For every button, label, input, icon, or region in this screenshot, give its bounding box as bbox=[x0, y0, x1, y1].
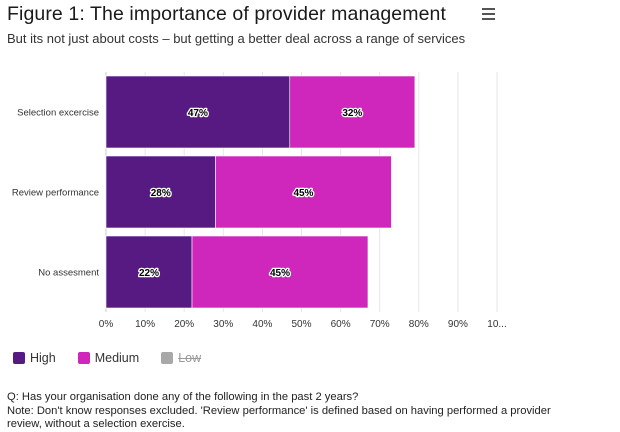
x-tick-label: 20% bbox=[174, 319, 194, 330]
bar-chart: 0% 10% 20% 30% 40% 50% 60% 70% 80% 90% 10... Select… bbox=[12, 72, 507, 330]
data-label: 22% bbox=[139, 268, 159, 279]
category-label: Review performance bbox=[12, 188, 99, 199]
legend-swatch bbox=[77, 352, 90, 364]
x-tick-label: 50% bbox=[291, 319, 311, 330]
chart-title: Figure 1: The importance of provider man… bbox=[7, 3, 446, 25]
bar-segment bbox=[289, 75, 416, 149]
x-tick-label: 10% bbox=[135, 319, 155, 330]
chart-legend: High Medium Low bbox=[13, 350, 223, 366]
category-label: No assesment bbox=[38, 268, 99, 279]
legend-label: Low bbox=[178, 351, 202, 365]
legend-label: High bbox=[30, 351, 56, 365]
legend-swatch bbox=[161, 352, 174, 364]
hamburger-menu-icon[interactable] bbox=[482, 8, 497, 20]
data-label: 45% bbox=[293, 188, 313, 199]
footnote: Q: Has your organisation done any of the… bbox=[7, 391, 567, 432]
x-tick-label: 90% bbox=[448, 319, 468, 330]
chart-subtitle: But its not just about costs – but getti… bbox=[7, 31, 466, 46]
legend-swatch bbox=[13, 352, 25, 364]
x-tick-label: 30% bbox=[213, 319, 233, 330]
bar-segment bbox=[105, 235, 193, 309]
bar-segment bbox=[105, 155, 216, 229]
legend-label: Medium bbox=[94, 351, 140, 365]
bar-segment bbox=[215, 155, 392, 229]
data-label: 28% bbox=[151, 188, 171, 199]
data-label: 45% bbox=[270, 268, 290, 279]
x-tick-label: 80% bbox=[409, 319, 429, 330]
bar-segment bbox=[105, 75, 291, 149]
bar-segment bbox=[191, 235, 369, 309]
x-tick-label: 60% bbox=[331, 319, 351, 330]
x-tick-label: 70% bbox=[370, 319, 390, 330]
legend-item-medium[interactable]: Medium bbox=[77, 351, 140, 365]
x-tick-label: 10... bbox=[487, 319, 506, 330]
legend-item-low[interactable]: Low bbox=[161, 351, 201, 365]
x-tick-label: 40% bbox=[252, 319, 272, 330]
x-tick-label: 0% bbox=[99, 319, 114, 330]
footnote-question: Q: Has your organisation done any of the… bbox=[7, 391, 359, 403]
legend-item-high[interactable]: High bbox=[13, 351, 56, 365]
category-label: Selection excercise bbox=[17, 108, 99, 119]
footnote-note: Note: Don't know responses excluded. 'Re… bbox=[7, 404, 551, 431]
data-label: 47% bbox=[188, 108, 208, 119]
data-label: 32% bbox=[342, 108, 362, 119]
